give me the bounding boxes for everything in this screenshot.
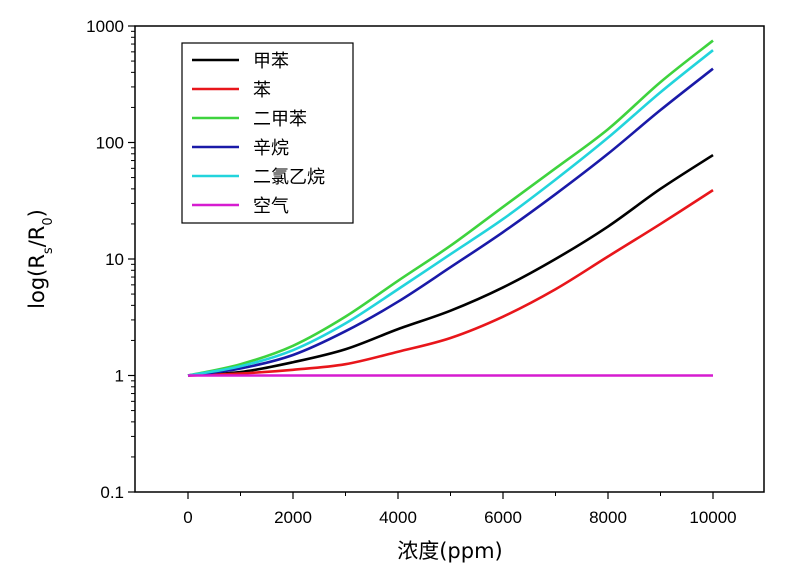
y-tick-label: 0.1 [100,483,124,502]
legend-box [181,42,354,224]
x-tick-label: 2000 [274,508,312,527]
y-tick-label: 10 [105,250,124,269]
series-line-0 [187,153,714,377]
series-line-1 [187,189,714,377]
legend-label: 苯 [253,80,271,101]
x-tick-label: 8000 [589,508,627,527]
y-tick-label: 1 [115,367,124,386]
legend-label: 空气 [253,196,289,217]
x-axis-title: 浓度(ppm) [397,539,503,563]
x-axis: 0 2000 4000 6000 8000 10000 [183,492,737,527]
x-tick-label: 10000 [689,508,736,527]
x-tick-label: 6000 [484,508,522,527]
x-tick-label: 0 [183,508,192,527]
legend-label: 辛烷 [253,138,289,159]
series-line-3 [187,67,714,377]
y-axis-title: log(Rs/R0) [25,209,56,309]
series-lines [187,39,714,377]
legend-label: 二甲苯 [253,109,307,130]
legend-label: 甲苯 [253,51,289,72]
x-tick-label: 4000 [379,508,417,527]
legend-label: 二氯乙烷 [253,167,325,188]
y-tick-label: 1000 [86,17,124,36]
series-line-2 [187,39,714,377]
y-axis: 0.1 1 10 100 1000 [86,17,135,502]
y-tick-label: 100 [96,134,124,153]
series-line-4 [187,49,714,377]
